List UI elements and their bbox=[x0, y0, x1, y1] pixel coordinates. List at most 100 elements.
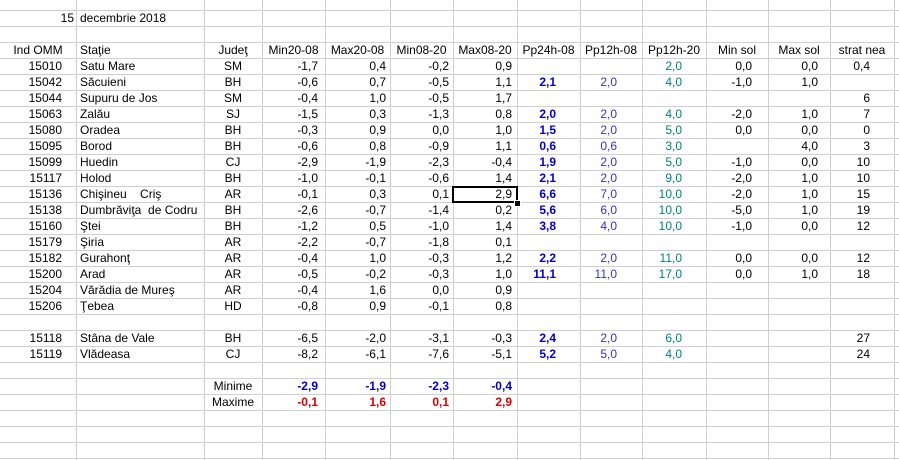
value-cell: -0,2 bbox=[428, 59, 449, 73]
value-cell: 1,0 bbox=[801, 107, 818, 121]
value-cell: 2,4 bbox=[539, 331, 556, 345]
value-cell: 6 bbox=[863, 91, 870, 105]
value-cell: 0,0 bbox=[801, 251, 818, 265]
station-id: 15080 bbox=[28, 123, 62, 137]
county: BH bbox=[224, 203, 242, 217]
value-cell: 10 bbox=[856, 155, 870, 169]
value-cell: 1,0 bbox=[495, 123, 512, 137]
value-cell: 0 bbox=[863, 123, 870, 137]
value-cell: -1,0 bbox=[297, 171, 318, 185]
value-cell: 0,0 bbox=[801, 219, 818, 233]
value-cell: 0,0 bbox=[432, 283, 449, 297]
station-id: 15095 bbox=[28, 139, 62, 153]
value-cell: 0,9 bbox=[369, 299, 386, 313]
value-cell: -1,7 bbox=[297, 59, 318, 73]
county: BH bbox=[224, 139, 242, 153]
date-text: decembrie 2018 bbox=[80, 11, 167, 25]
value-cell: 0,0 bbox=[735, 59, 752, 73]
station-id: 15117 bbox=[29, 171, 62, 185]
value-cell: -8,2 bbox=[297, 347, 318, 361]
value-cell: 6,6 bbox=[539, 187, 556, 201]
value-cell: 10,0 bbox=[658, 203, 682, 217]
value-cell: 12 bbox=[856, 219, 870, 233]
station-id: 15204 bbox=[28, 283, 62, 297]
station-id: 15119 bbox=[29, 347, 62, 361]
station-name: Satu Mare bbox=[80, 59, 136, 73]
value-cell: 3 bbox=[863, 139, 870, 153]
value-cell: 1,2 bbox=[495, 251, 512, 265]
column-header: Ind OMM bbox=[13, 43, 63, 57]
value-cell: -5,1 bbox=[491, 347, 512, 361]
value-cell: -0,5 bbox=[428, 91, 449, 105]
value-cell: 6,0 bbox=[665, 331, 682, 345]
value-cell: 7,0 bbox=[600, 187, 617, 201]
value-cell: -2,3 bbox=[428, 155, 449, 169]
value-cell: 0,0 bbox=[801, 59, 818, 73]
station-id: 15138 bbox=[28, 203, 62, 217]
column-header: Pp12h-20 bbox=[647, 43, 701, 57]
value-cell: 1,1 bbox=[495, 75, 512, 89]
column-header: Min sol bbox=[717, 43, 756, 57]
value-cell: 10,0 bbox=[658, 187, 682, 201]
station-id: 15160 bbox=[28, 219, 62, 233]
station-name: Oradea bbox=[80, 123, 121, 137]
station-id: 15179 bbox=[28, 235, 62, 249]
value-cell: 1,6 bbox=[369, 283, 386, 297]
value-cell: 4,0 bbox=[600, 219, 617, 233]
value-cell: 1,0 bbox=[495, 267, 512, 281]
value-cell: 9,0 bbox=[665, 171, 682, 185]
value-cell: -0,3 bbox=[428, 267, 449, 281]
value-cell: 0,8 bbox=[369, 139, 386, 153]
station-name: Vlădeasa bbox=[80, 347, 131, 361]
selected-cell[interactable] bbox=[452, 186, 518, 203]
value-cell: 0,5 bbox=[369, 219, 386, 233]
station-name: Săcuieni bbox=[80, 75, 127, 89]
summary-value: 2,9 bbox=[495, 395, 512, 409]
value-cell: 0,0 bbox=[801, 155, 818, 169]
county: SJ bbox=[225, 107, 240, 121]
value-cell: 1,0 bbox=[801, 203, 818, 217]
value-cell: 1,0 bbox=[801, 75, 818, 89]
station-id: 15042 bbox=[28, 75, 62, 89]
county: AR bbox=[224, 283, 242, 297]
value-cell: -1,0 bbox=[428, 219, 449, 233]
value-cell: 2,0 bbox=[539, 107, 556, 121]
county: BH bbox=[224, 219, 242, 233]
station-id: 15044 bbox=[28, 91, 62, 105]
value-cell: 1,9 bbox=[539, 155, 556, 169]
value-cell: -0,3 bbox=[491, 331, 512, 345]
value-cell: 0,1 bbox=[432, 187, 449, 201]
value-cell: 4,0 bbox=[665, 75, 682, 89]
value-cell: 18 bbox=[856, 267, 870, 281]
station-name: Vărădia de Mureş bbox=[80, 283, 175, 297]
value-cell: -0,4 bbox=[297, 283, 318, 297]
value-cell: 24 bbox=[856, 347, 870, 361]
value-cell: 3,0 bbox=[665, 139, 682, 153]
column-header: Min20-08 bbox=[268, 43, 319, 57]
value-cell: 1,0 bbox=[801, 187, 818, 201]
value-cell: 12 bbox=[856, 251, 870, 265]
value-cell: 2,2 bbox=[539, 251, 556, 265]
fill-handle[interactable] bbox=[514, 200, 521, 207]
value-cell: -2,0 bbox=[731, 187, 752, 201]
value-cell: 7 bbox=[863, 107, 870, 121]
value-cell: 2,1 bbox=[539, 171, 556, 185]
value-cell: 4,0 bbox=[665, 107, 682, 121]
value-cell: -1,0 bbox=[731, 75, 752, 89]
summary-value: -0,4 bbox=[491, 379, 512, 393]
station-name: Stâna de Vale bbox=[80, 331, 155, 345]
value-cell: 0,9 bbox=[495, 59, 512, 73]
value-cell: 1,4 bbox=[495, 219, 512, 233]
value-cell: 27 bbox=[856, 331, 870, 345]
value-cell: 0,7 bbox=[369, 75, 386, 89]
value-cell: 11,1 bbox=[533, 267, 556, 281]
value-cell: 4,0 bbox=[665, 347, 682, 361]
value-cell: -0,2 bbox=[365, 267, 386, 281]
value-cell: -2,6 bbox=[297, 203, 318, 217]
value-cell: -0,3 bbox=[297, 123, 318, 137]
value-cell: 4,0 bbox=[801, 139, 818, 153]
station-name: Gurahonţ bbox=[80, 251, 131, 265]
value-cell: -2,9 bbox=[297, 155, 318, 169]
value-cell: 0,4 bbox=[853, 59, 870, 73]
value-cell: 0,9 bbox=[369, 123, 386, 137]
